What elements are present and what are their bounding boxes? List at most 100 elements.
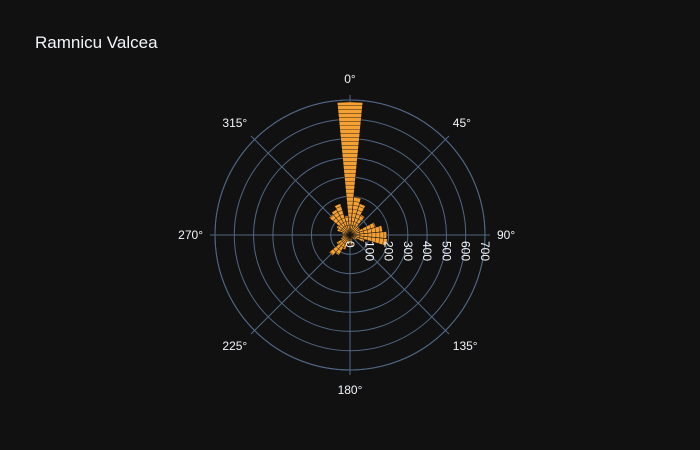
bar-stripe [335, 215, 340, 219]
bar-stripe [333, 211, 338, 216]
bar-stripe [340, 230, 342, 233]
bar-stripe [366, 229, 369, 234]
bar-stripe [353, 196, 362, 199]
radial-tick-label: 500 [439, 241, 453, 261]
bar-stripe [365, 226, 368, 230]
bar-stripe [335, 206, 342, 209]
angular-tick-label: 90° [497, 228, 515, 242]
bar-stripe [332, 248, 337, 253]
bar-stripe [329, 214, 334, 219]
radial-tick-label: 0 [343, 241, 357, 248]
polar-bar [349, 234, 354, 247]
bar-stripe [345, 243, 348, 245]
bar-stripe [374, 227, 377, 233]
bar-stripe [342, 241, 344, 243]
bar-stripe [353, 221, 357, 223]
polar-bars [328, 101, 388, 257]
bar-stripe [343, 225, 346, 228]
polar-bar [336, 234, 351, 246]
bar-stripe [351, 216, 356, 219]
bar-stripe [362, 238, 364, 242]
bar-stripe [340, 228, 343, 231]
bar-stripe [341, 217, 345, 220]
bar-stripe [353, 200, 360, 203]
bar-stripe [370, 237, 373, 242]
bar-stripe [329, 251, 334, 256]
radial-tick-label: 400 [420, 241, 434, 261]
bar-stripe [363, 236, 365, 240]
bar-stripe [344, 216, 349, 219]
angular-tick-label: 225° [222, 339, 247, 353]
polar-bar [349, 214, 365, 236]
angular-tick-label: 315° [222, 116, 247, 130]
angular-tick [445, 135, 450, 140]
bar-stripe [352, 212, 357, 215]
bar-stripe [363, 230, 365, 234]
bar-stripe [340, 245, 344, 248]
bar-stripe [378, 226, 381, 233]
bar-stripe [351, 220, 355, 222]
bar-stripe [358, 206, 365, 209]
bar-stripe [340, 239, 343, 242]
angular-gridline [349, 139, 446, 236]
angular-tick [250, 135, 255, 140]
bar-stripe [358, 218, 362, 222]
bar-stripe [345, 225, 348, 227]
bar-stripe [352, 204, 359, 207]
polar-labels: 0° 45° 90° 135° 180° 225° 270° 315° 0 100 200 300 40… [178, 72, 515, 397]
bar-stripe [374, 237, 377, 243]
angular-gridline [349, 234, 446, 331]
bar-stripe [338, 218, 342, 222]
bar-stripe [369, 224, 372, 229]
bar-stripe [337, 241, 340, 245]
bar-stripe [337, 209, 343, 213]
bar-stripe [339, 213, 344, 216]
bar-stripe [352, 225, 355, 227]
radial-tick-label: 100 [362, 241, 376, 261]
angular-tick [445, 330, 450, 335]
bar-stripe [366, 236, 369, 241]
radial-tick-label: 200 [382, 241, 396, 261]
bar-stripe [338, 243, 342, 247]
polar-bar [340, 234, 351, 240]
bar-stripe [337, 225, 340, 229]
bar-stripe [370, 228, 373, 233]
bar-stripe [360, 215, 365, 219]
bar-stripe [382, 238, 385, 245]
bar-stripe [352, 208, 358, 211]
bar-stripe [332, 217, 337, 222]
bar-stripe [335, 246, 339, 250]
bar-stripe [343, 247, 347, 249]
radial-tick-label: 600 [459, 241, 473, 261]
angular-tick [250, 330, 255, 335]
angular-tick-label: 135° [453, 339, 478, 353]
bar-stripe [355, 217, 359, 220]
bar-stripe [358, 230, 360, 233]
bar-stripe [345, 220, 349, 222]
bar-stripe [340, 222, 344, 225]
bar-stripe [356, 227, 358, 229]
angular-tick-label: 45° [453, 116, 471, 130]
polar-bar [336, 101, 364, 236]
bar-stripe [357, 228, 360, 231]
angular-tick-label: 0° [344, 72, 356, 86]
bar-stripe [356, 213, 361, 216]
bar-stripe [335, 220, 339, 224]
angular-tick-label: 180° [338, 383, 363, 397]
radial-tick-label: 300 [401, 241, 415, 261]
bar-stripe [338, 248, 342, 252]
bar-stripe [358, 237, 360, 240]
bar-stripe [335, 251, 340, 255]
bar-stripe [356, 222, 360, 225]
bar-stripe [372, 222, 376, 228]
bar-stripe [338, 223, 342, 227]
angular-tick-label: 270° [178, 228, 203, 242]
radial-tick-label: 700 [478, 241, 492, 261]
bar-stripe [378, 237, 381, 244]
bar-stripe [342, 227, 344, 229]
bar-stripe [362, 228, 364, 232]
chart-title: Ramnicu Valcea [35, 33, 158, 52]
bar-stripe [343, 221, 347, 223]
